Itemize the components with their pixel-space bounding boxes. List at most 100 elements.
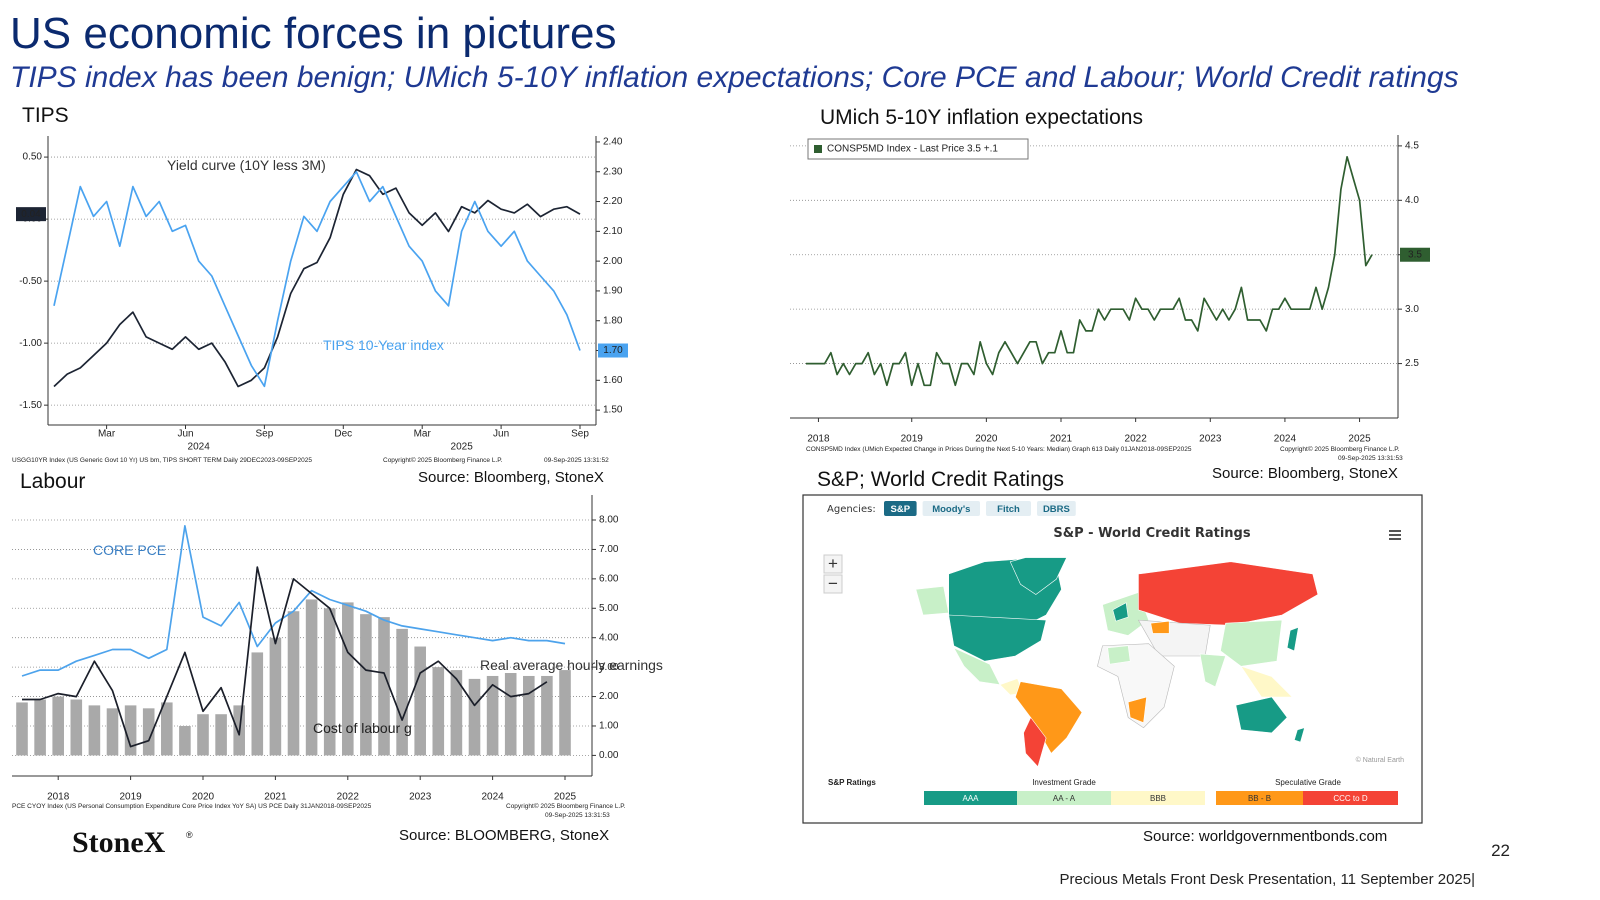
country [1235,696,1288,734]
last-value-label: 3.5 [1408,249,1422,260]
x-tick-label: 2023 [409,792,432,803]
investment-label: Investment Grade [1032,778,1096,787]
legend-label: CONSP5MD Index - Last Price 3.5 +.1 [827,144,998,155]
bar [468,678,481,756]
y-tick-label: 0.00 [599,750,619,761]
chart-note: Copyright© 2025 Bloomberg Finance L.P. [506,802,626,810]
country [1150,620,1170,634]
country [1199,653,1227,688]
zoom-in-label: + [828,554,838,573]
last-value-label: 1.70 [603,345,623,356]
country [1293,727,1306,743]
y-tick-label: 5.00 [599,603,619,614]
y-tick-label: 2.30 [603,166,623,177]
agency-label: DBRS [1043,504,1070,515]
series-annotation: TIPS 10-Year index [323,337,444,353]
x-tick-label: 2025 [1348,434,1371,445]
y-tick-label: 4.00 [599,632,619,643]
y-tick-label: 2.00 [603,256,623,267]
zoom-in-button[interactable] [823,554,843,574]
agency-button[interactable] [986,501,1031,516]
series-annotation: CORE PCE [93,542,166,558]
footer: Precious Metals Front Desk Presentation,… [1060,871,1476,888]
agency-button[interactable] [884,501,917,516]
zoom-out-label: − [828,574,838,593]
world-map [915,557,1319,768]
agency-button[interactable] [1037,501,1076,516]
series-annotation: Real average hourly earnings [480,657,663,673]
bar [414,646,426,756]
logo-mark: ® [186,830,193,840]
chart-note: Copyright© 2025 Bloomberg Finance L.P. [1280,445,1400,453]
legend-swatch [1216,791,1303,805]
bar [88,705,101,756]
y-tick-label: 2.40 [603,137,623,148]
legend-label: BB - B [1248,794,1271,803]
x-tick-label: Jun [493,429,509,440]
chart-note: Copyright© 2025 Bloomberg Finance L.P. [383,456,503,464]
country [1023,716,1047,768]
bar [52,696,64,756]
country [1009,557,1068,595]
legend-swatch [1017,791,1111,805]
agency-button[interactable] [922,501,980,516]
y-tick-label: 6.00 [599,573,619,584]
last-value-tag [1400,247,1430,262]
menu-icon[interactable] [1389,530,1401,540]
chart-source: Source: BLOOMBERG, StoneX [399,827,609,844]
chart-note: CONSP5MD Index (UMich Expected Change in… [806,446,1192,453]
y-tick-label: 8.00 [599,515,619,526]
y-tick-label: 4.0 [1405,195,1419,206]
y-tick-label: 2.20 [603,196,623,207]
legend-label: AA - A [1053,794,1076,803]
line-series [53,170,581,388]
legend-box [807,138,1029,160]
last-value-tag [598,343,628,358]
agency-label: S&P [891,504,911,515]
line-series [806,155,1373,387]
chart-title: UMich 5-10Y inflation expectations [820,106,1143,129]
country [1138,561,1319,626]
bar [34,699,46,756]
bar [541,675,553,756]
zoom-out-button[interactable] [823,574,843,594]
country [948,614,1047,662]
bar [486,675,499,756]
bar [559,670,571,756]
country [1112,602,1129,622]
bar [269,637,282,756]
y-tick-label: 1.50 [603,405,623,416]
bar [432,667,445,756]
chart-title: TIPS [22,104,69,127]
x-tick-label: 2024 [481,792,504,803]
logo: StoneX [72,826,166,859]
bar [124,705,137,756]
y-tick-label: 0.50 [23,152,43,163]
map-title: S&P - World Credit Ratings [1053,526,1250,541]
y-tick-label: 1.00 [599,721,619,732]
bar [523,675,535,756]
series-annotation: Yield curve (10Y less 3M) [167,157,326,173]
bar [323,608,336,756]
x-group-label: 2024 [188,442,211,453]
bar [142,708,155,756]
y-tick-label: 1.60 [603,375,623,386]
map-credit: © Natural Earth [1356,756,1404,764]
y-tick-label: 2.00 [599,691,619,702]
y-tick-label: 7.00 [599,544,619,555]
y-tick-label: 1.80 [603,315,623,326]
x-tick-label: Sep [256,429,274,440]
speculative-label: Speculative Grade [1275,778,1341,787]
legend-swatch [1111,791,1205,805]
bar [197,714,209,756]
series-annotation: Cost of labour g [313,720,412,736]
chart-note: 09-Sep-2025 13:31:52 [544,457,609,464]
x-tick-label: 2018 [807,434,830,445]
country [1220,619,1283,667]
bar [251,652,264,756]
x-tick-label: 2019 [901,434,924,445]
country [1127,696,1147,724]
x-tick-label: 2020 [192,792,215,803]
bar [287,611,300,756]
country [1107,645,1131,665]
